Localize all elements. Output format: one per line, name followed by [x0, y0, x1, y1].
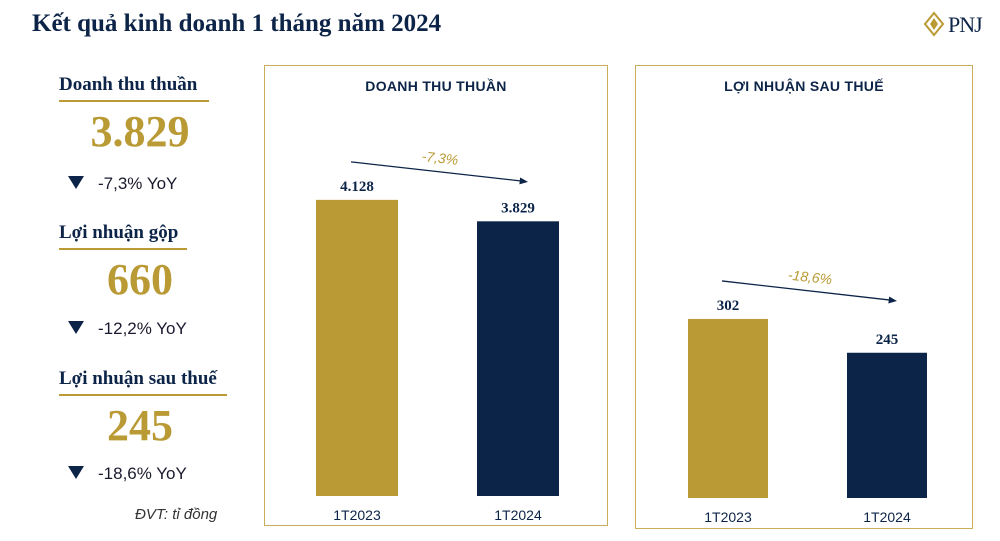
change-label: -18,6%	[787, 267, 833, 288]
net-profit-chart-panel: LỢI NHUẬN SAU THUẾ 302 1T2023 245 1T2024 -18…	[635, 65, 973, 529]
logo-text: PNJ	[948, 12, 983, 37]
kpi-change: -12,2% YoY	[68, 319, 187, 339]
down-triangle-icon	[68, 176, 84, 190]
down-triangle-icon	[68, 321, 84, 335]
diamond-icon	[923, 11, 945, 37]
change-arrow-line	[350, 161, 521, 182]
revenue-chart-panel: DOANH THU THUẦN 4.128 1T2023 3.829 1T2024 -7…	[264, 65, 608, 526]
bar-1T2023	[688, 318, 768, 498]
kpi-change-text: -18,6% YoY	[98, 464, 187, 483]
bar-1T2024	[477, 221, 559, 497]
bar-1T2024	[847, 352, 927, 498]
category-label: 1T2023	[333, 507, 381, 523]
chart-title: LỢI NHUẬN SAU THUẾ	[724, 78, 884, 94]
down-triangle-icon	[68, 466, 84, 480]
unit-note: ĐVT: tỉ đồng	[135, 506, 218, 523]
page-title: Kết quả kinh doanh 1 tháng năm 2024	[32, 10, 442, 37]
kpi-change: -18,6% YoY	[68, 464, 187, 484]
bar-1T2023	[316, 199, 398, 496]
change-arrow-line	[721, 280, 890, 301]
category-label: 1T2024	[863, 509, 911, 525]
value-label: 302	[717, 298, 740, 314]
category-label: 1T2023	[704, 509, 752, 525]
kpi-change: -7,3% YoY	[68, 174, 177, 194]
net-profit-chart: 302 1T2023 245 1T2024 -18,6%	[688, 267, 927, 525]
kpi-value: 660	[107, 255, 173, 304]
change-arrow-head	[519, 177, 528, 185]
kpi-change-text: -7,3% YoY	[98, 174, 178, 193]
chart-title: DOANH THU THUẦN	[365, 78, 507, 94]
kpi-change-text: -12,2% YoY	[98, 319, 187, 338]
revenue-chart: 4.128 1T2023 3.829 1T2024 -7,3%	[316, 148, 559, 523]
value-label: 245	[876, 332, 899, 348]
category-label: 1T2024	[494, 507, 542, 523]
kpi-label: Lợi nhuận sau thuế	[59, 368, 227, 396]
kpi-label: Doanh thu thuần	[59, 74, 209, 102]
kpi-label: Lợi nhuận gộp	[59, 222, 187, 250]
value-label: 4.128	[340, 179, 374, 195]
change-label: -7,3%	[421, 148, 459, 168]
kpi-value: 3.829	[90, 107, 190, 156]
change-arrow-head	[888, 296, 897, 304]
kpi-value: 245	[107, 401, 173, 450]
value-label: 3.829	[501, 200, 535, 216]
